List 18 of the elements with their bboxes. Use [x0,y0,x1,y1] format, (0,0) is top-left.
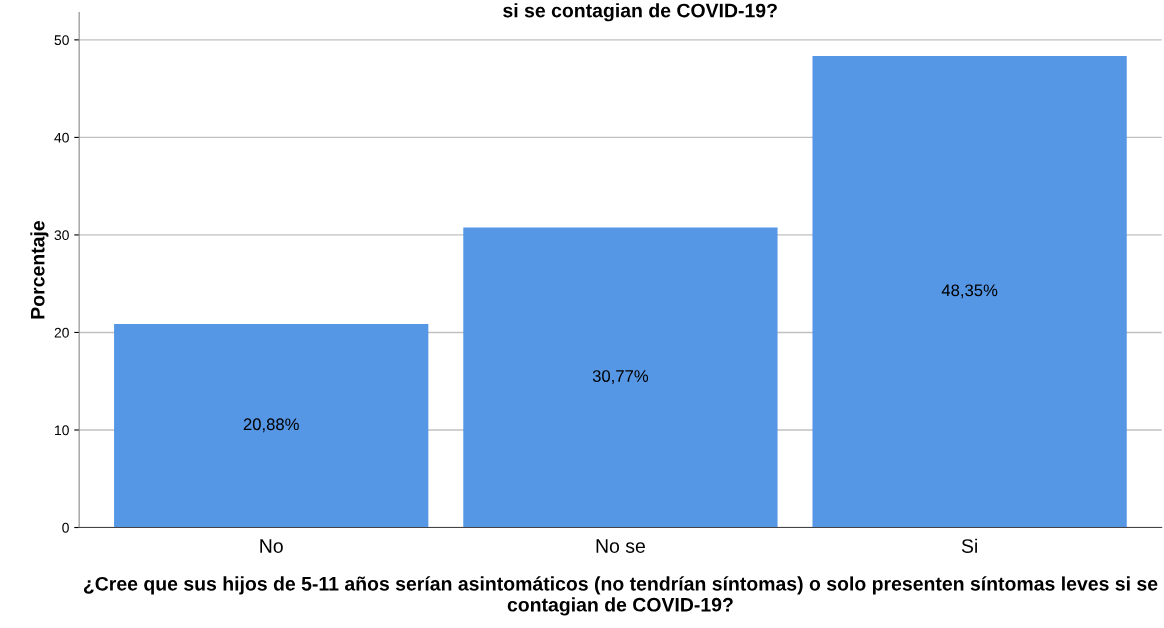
x-tick-label: No se [596,539,645,553]
x-tick-label: Si [961,538,977,553]
chart-title: si se contagian de COVID-19? [503,3,777,22]
y-tick-label: 0 [62,522,69,533]
data-label: 48,35% [941,284,998,299]
y-tick-label: 20 [54,327,69,338]
bar [812,55,1127,528]
data-label: 20,88% [243,418,299,433]
x-tick-label: No [260,539,283,553]
bar [114,323,429,528]
y-tick-label: 40 [54,132,69,143]
y-tick-label: 30 [54,230,69,241]
y-tick-label: 50 [54,35,69,46]
y-axis-title: Porcentaje [30,220,49,319]
data-label: 30,77% [592,370,649,384]
bar [463,227,778,528]
y-tick-label: 10 [55,425,69,436]
x-axis-title: ¿Cree que sus hijos de 5-11 años serían asintomáticos (no tendrían síntomas) o solo presenten síntomas leves si se contagian de COVID-19? [83,576,1158,616]
